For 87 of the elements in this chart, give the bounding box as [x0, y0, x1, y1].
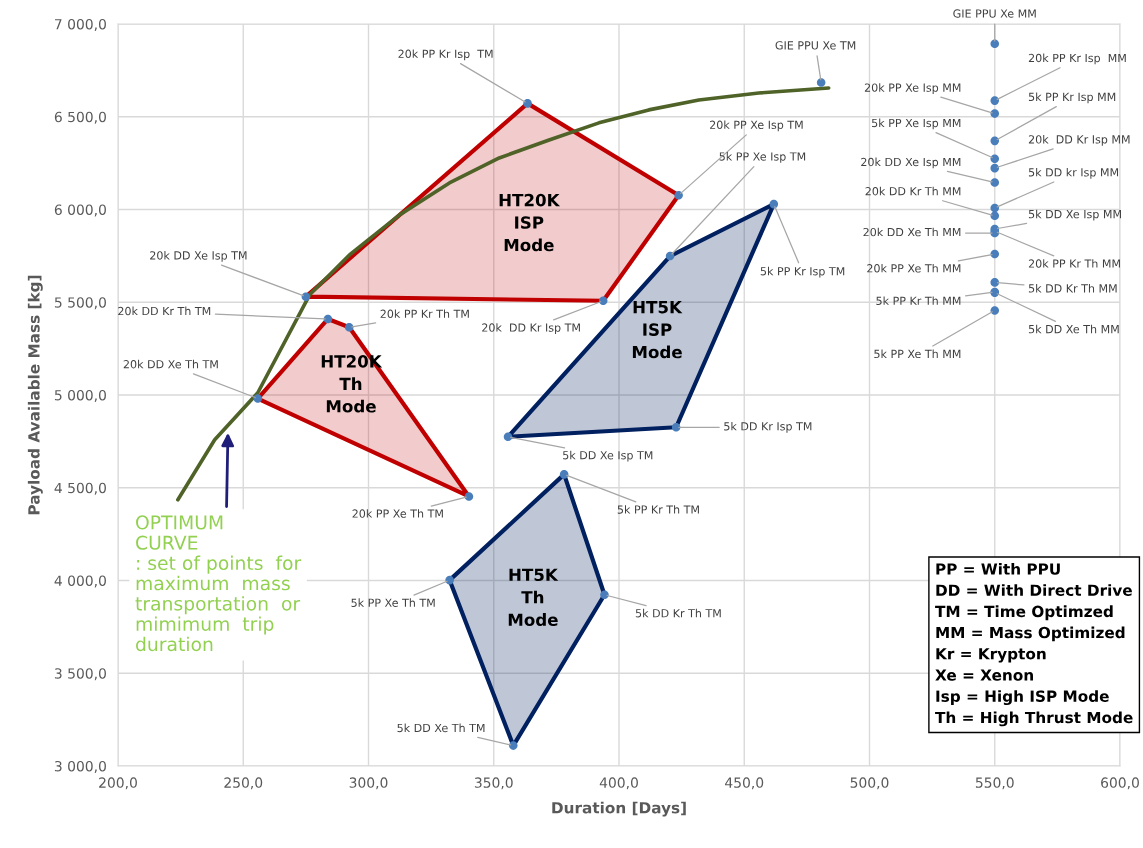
- point: [990, 203, 1000, 213]
- annotation: 20k PP Xe Th MM: [867, 263, 961, 273]
- point: [990, 154, 1000, 163]
- annotation: 20k DD Xe Th TM: [123, 359, 218, 369]
- y-tick-label: 4 000,0: [54, 575, 106, 588]
- series-label: HT20K ISP Mode: [499, 193, 561, 252]
- annotation: 5k DD kr Isp MM: [1028, 167, 1119, 179]
- point: [464, 492, 474, 501]
- x-tick-label: 300,0: [349, 777, 388, 790]
- y-tick-label: 5 500,0: [54, 297, 106, 310]
- x-tick-label: 400,0: [599, 777, 638, 790]
- y-axis-title: Payload Available Mass [kg]: [27, 275, 43, 515]
- y-tick-label: 3 500,0: [54, 668, 106, 681]
- annotation: GIE PPU Xe TM: [775, 41, 856, 50]
- annotation: 20k PP Xe Isp MM: [864, 83, 961, 94]
- point: [990, 39, 1000, 48]
- point: [990, 109, 1000, 118]
- annotation: 20k PP Kr Isp TM: [398, 49, 493, 61]
- annotation: 5k DD Xe Isp TM: [563, 450, 653, 462]
- point: [344, 323, 354, 332]
- annotation: 5k PP Kr Th MM: [876, 296, 961, 305]
- point: [990, 178, 1000, 187]
- point: [990, 211, 1000, 221]
- annotation: 20k PP Kr Th MM: [1028, 259, 1120, 268]
- point: [674, 190, 683, 200]
- point: [990, 96, 1000, 105]
- annotation: 5k DD Kr Th MM: [1028, 283, 1117, 293]
- x-tick-label: 500,0: [850, 777, 889, 790]
- y-tick-label: 6 000,0: [54, 204, 106, 217]
- point: [559, 470, 569, 479]
- y-tick-label: 7 000,0: [55, 18, 106, 31]
- point: [523, 99, 532, 108]
- point: [990, 278, 1000, 287]
- point: [503, 432, 513, 442]
- annotation: 5k DD Xe Th MM: [1028, 324, 1119, 334]
- x-tick-label: 250,0: [224, 777, 263, 790]
- y-tick-label: 6 500,0: [54, 111, 106, 124]
- annotation: 20k DD Kr Th TM: [118, 306, 211, 316]
- annotation: 5k DD Xe Th TM: [397, 723, 485, 733]
- annotation: 5k DD Kr Isp TM: [724, 421, 812, 433]
- annotation: 5k PP Xe Th MM: [874, 349, 961, 359]
- annotation: 5k PP Xe Th TM: [351, 598, 435, 607]
- annotation: 5k DD Xe Isp MM: [1028, 209, 1121, 221]
- annotation: 20k PP Kr Isp MM: [1028, 53, 1126, 65]
- x-tick-label: 600,0: [1101, 777, 1139, 790]
- annotation: 20k DD Xe Th MM: [863, 227, 961, 237]
- annotation: 20k DD Xe Isp TM: [150, 251, 247, 262]
- series-label: HT5K ISP Mode: [632, 301, 683, 359]
- annotation: PP = With PPU DD = With Direct Drive TM = Time Optimzed MM = Mass Optimized Kr = Krypton Xe = Xenon Isp = High ISP Mode Th = High Thrust Mode: [935, 563, 1133, 727]
- point: [990, 249, 1000, 259]
- point: [769, 199, 779, 209]
- annotation: 20k PP Xe Isp TM: [709, 120, 803, 132]
- point: [990, 306, 1000, 315]
- annotation: 20k DD Kr Isp TM: [482, 323, 580, 334]
- y-tick-label: 5 000,0: [54, 389, 106, 402]
- point: [665, 251, 675, 261]
- point: [445, 575, 454, 585]
- annotation: 5k DD Kr Th TM: [635, 608, 721, 618]
- annotation: 5k PP Xe Isp TM: [719, 152, 806, 163]
- annotation: 20k DD Kr Th MM: [865, 186, 961, 196]
- y-tick-label: 4 500,0: [54, 482, 106, 495]
- annotation: 20k DD Xe Isp MM: [861, 157, 961, 169]
- point: [990, 136, 1000, 146]
- annotation: 5k PP Kr Isp MM: [1028, 92, 1116, 104]
- series-label: HT5K Th Mode: [508, 568, 559, 627]
- x-tick-label: 350,0: [474, 777, 513, 790]
- annotation: 5k PP Xe Isp MM: [872, 118, 961, 130]
- point: [323, 314, 333, 324]
- point: [990, 163, 1000, 173]
- annotation: 20k DD Kr Isp MM: [1028, 134, 1130, 146]
- annotation: 20k PP Kr Th TM: [380, 309, 469, 319]
- annotation: 20k PP Xe Th TM: [352, 509, 443, 518]
- annotation: 5k PP Kr Isp TM: [760, 266, 845, 278]
- point: [816, 78, 826, 87]
- point: [253, 394, 263, 403]
- point: [301, 292, 311, 301]
- y-tick-label: 3 000,0: [54, 760, 106, 773]
- point: [600, 590, 609, 600]
- point: [509, 741, 518, 750]
- annotation: 5k PP Kr Th TM: [617, 505, 699, 514]
- annotation: OPTIMUM CURVE : set of points for maximum mass transportation or mimimum trip duration: [135, 515, 302, 652]
- annotation: GIE PPU Xe MM: [953, 9, 1036, 18]
- x-tick-label: 200,0: [99, 777, 137, 790]
- x-axis-title: Duration [Days]: [552, 801, 686, 817]
- point: [671, 423, 681, 432]
- x-tick-label: 550,0: [975, 777, 1014, 790]
- x-tick-label: 450,0: [725, 777, 764, 790]
